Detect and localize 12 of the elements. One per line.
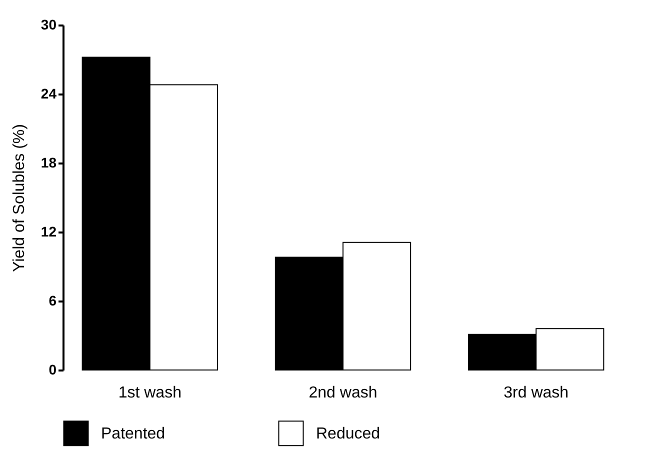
y-tick-label: 24 [40,86,57,102]
x-tick-label: 1st wash [118,384,182,402]
legend-label: Reduced [316,425,380,442]
y-tick-label: 6 [48,292,57,308]
x-tick-label: 3rd wash [504,384,569,402]
y-axis-title: Yield of Solubles (%) [10,124,28,272]
legend-label: Patented [101,425,166,442]
x-tick-label: 2nd wash [308,384,378,402]
y-tick-label: 18 [40,154,57,170]
y-tick-label: 0 [48,362,57,378]
y-tick-label: 30 [40,16,57,32]
y-tick-label: 12 [40,224,57,240]
